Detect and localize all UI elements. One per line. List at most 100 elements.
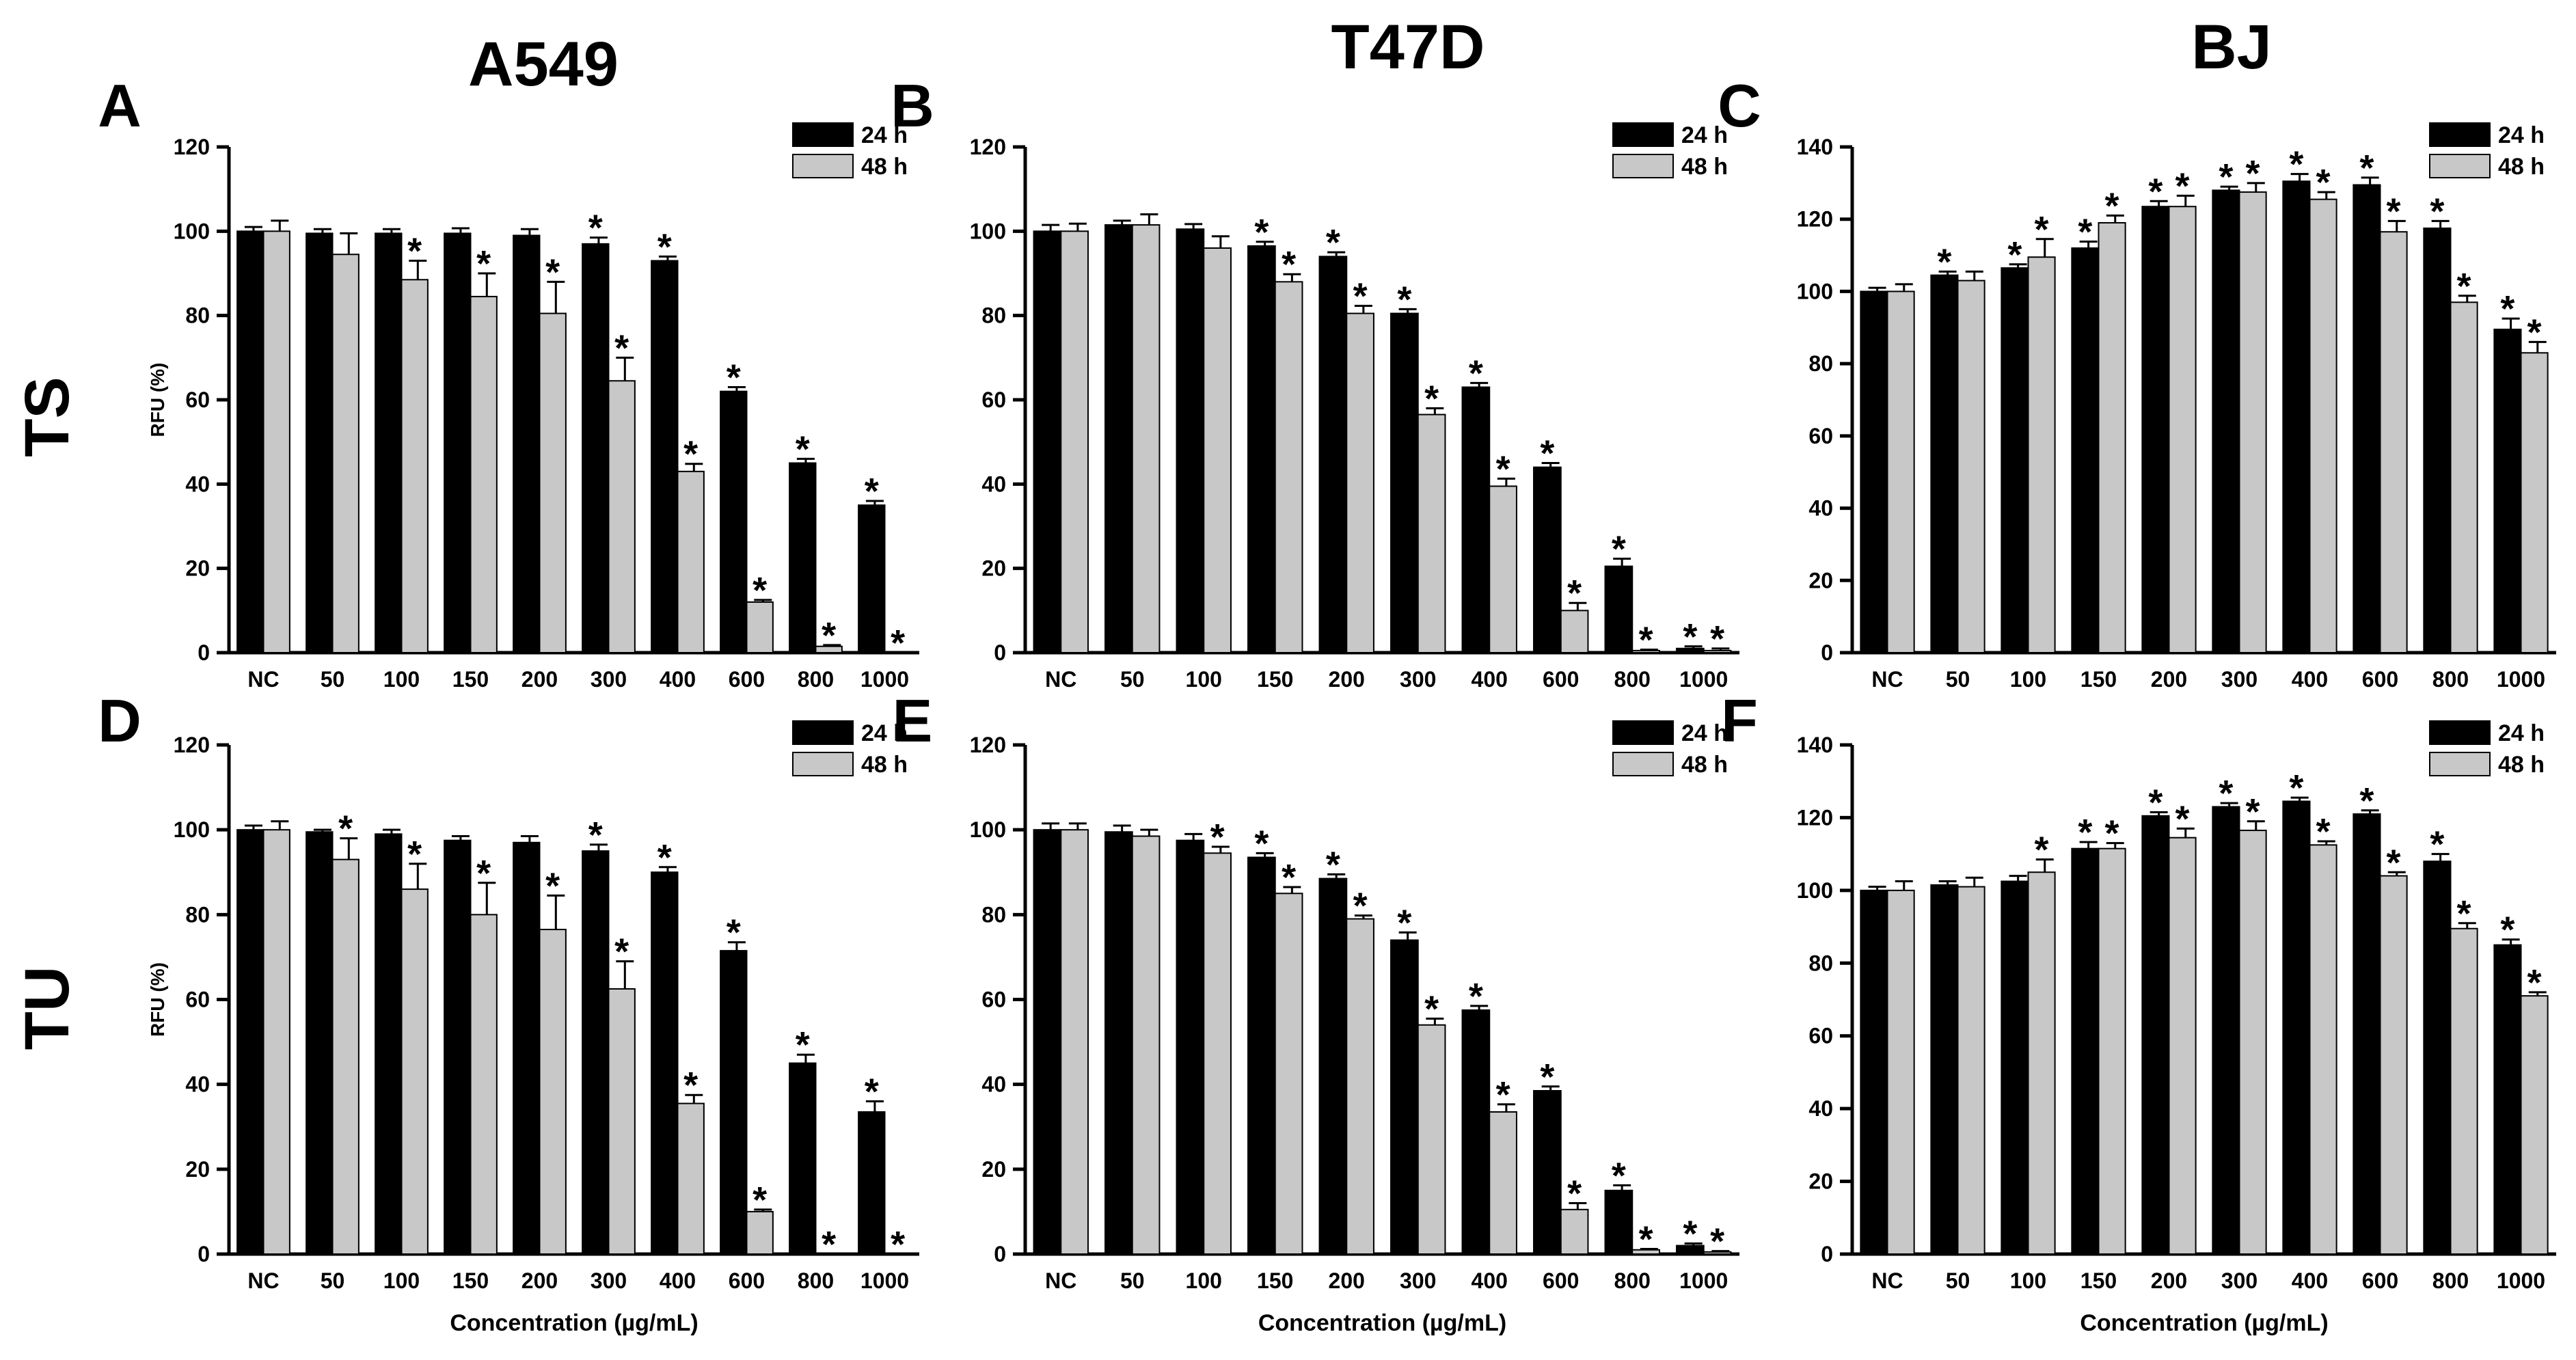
x-tick-label: NC bbox=[1871, 667, 1903, 692]
significance-star: * bbox=[2500, 910, 2514, 951]
bar-24h-600 bbox=[2353, 184, 2381, 653]
x-tick-label: 300 bbox=[2221, 1268, 2258, 1293]
x-axis-label: Concentration (µg/mL) bbox=[1258, 1310, 1506, 1336]
bar-24h-50 bbox=[306, 831, 334, 1255]
x-tick-label: 50 bbox=[1120, 667, 1145, 692]
significance-star: * bbox=[753, 570, 767, 611]
bar-48h-800 bbox=[815, 645, 843, 653]
legend-label: 24 h bbox=[1681, 122, 1728, 148]
y-tick-label: 140 bbox=[1797, 733, 1833, 757]
y-tick-label: 60 bbox=[1808, 424, 1833, 448]
bar-24h-200 bbox=[1318, 256, 1348, 654]
x-tick-label: 150 bbox=[1257, 667, 1293, 692]
bar-48h-100 bbox=[2027, 256, 2056, 653]
significance-star: * bbox=[1612, 1155, 1626, 1196]
significance-star: * bbox=[2387, 842, 2401, 883]
legend-label: 24 h bbox=[2498, 122, 2545, 148]
x-tick-label: NC bbox=[1045, 667, 1076, 692]
bar-24h-300 bbox=[582, 243, 610, 654]
x-tick-label: 600 bbox=[729, 667, 765, 692]
bar-48h-150 bbox=[1274, 281, 1303, 654]
legend-swatch bbox=[1612, 154, 1674, 178]
x-tick-label: NC bbox=[1871, 1268, 1903, 1293]
bar-48h-150 bbox=[1274, 893, 1303, 1255]
legend-label: 48 h bbox=[1681, 154, 1728, 180]
bar-24h-300 bbox=[2212, 189, 2240, 653]
y-tick-label: 40 bbox=[185, 472, 210, 496]
legend-swatch bbox=[1612, 122, 1674, 147]
column-title-bj: BJ bbox=[2191, 12, 2272, 82]
significance-star: * bbox=[1254, 212, 1269, 253]
significance-star: * bbox=[822, 615, 836, 656]
bar-48h-400 bbox=[2309, 844, 2337, 1255]
bar-24h-1000 bbox=[2493, 944, 2522, 1255]
y-tick-label: 120 bbox=[1797, 805, 1833, 830]
bar-24h-100 bbox=[2001, 267, 2029, 654]
significance-star: * bbox=[2007, 234, 2022, 275]
legend-label: 24 h bbox=[1681, 720, 1728, 746]
bar-48h-50 bbox=[1957, 886, 1985, 1255]
bar-24h-200 bbox=[2141, 206, 2170, 653]
bar-24h-150 bbox=[2071, 247, 2100, 653]
bar-48h-1000 bbox=[2520, 995, 2549, 1255]
x-tick-label: 150 bbox=[2080, 1268, 2117, 1293]
y-tick-label: 40 bbox=[1808, 1096, 1833, 1121]
significance-star: * bbox=[683, 434, 698, 475]
chart-panel-c: C 0 20 40 60 80 100 120 140 NC * 50 * * 100 * * 150 * * 200 *… bbox=[1718, 72, 2556, 692]
panel-letter-e: E bbox=[893, 687, 933, 754]
x-tick-label: 1000 bbox=[860, 1268, 909, 1293]
significance-star: * bbox=[1469, 976, 1483, 1017]
significance-star: * bbox=[476, 853, 491, 894]
significance-star: * bbox=[891, 1224, 905, 1265]
y-tick-label: 80 bbox=[1808, 351, 1833, 376]
significance-star: * bbox=[2500, 288, 2514, 329]
bar-24h-NC bbox=[236, 230, 265, 654]
significance-star: * bbox=[2219, 773, 2233, 814]
y-tick-label: 60 bbox=[185, 387, 210, 412]
bar-48h-300 bbox=[2238, 830, 2267, 1255]
chart-panel-e: E 0 20 40 60 80 100 120 NC 50 * 100 * * 150 * * 200 * * 300 *… bbox=[893, 687, 1739, 1336]
bar-48h-NC bbox=[1060, 230, 1089, 654]
significance-star: * bbox=[753, 1180, 767, 1221]
x-tick-label: 800 bbox=[1614, 1268, 1651, 1293]
bar-48h-600 bbox=[746, 601, 774, 653]
bar-48h-300 bbox=[2238, 191, 2267, 654]
significance-star: * bbox=[338, 808, 353, 849]
bar-24h-200 bbox=[513, 841, 541, 1255]
x-tick-label: 400 bbox=[2292, 667, 2328, 692]
x-tick-label: 800 bbox=[2432, 667, 2469, 692]
y-tick-label: 100 bbox=[174, 219, 210, 243]
y-axis-label: RFU (%) bbox=[147, 363, 168, 437]
bar-48h-400 bbox=[677, 470, 705, 653]
row-title-tu: TU bbox=[12, 966, 82, 1050]
bar-48h-600 bbox=[2379, 231, 2408, 653]
significance-star: * bbox=[1567, 1173, 1582, 1214]
column-title-a549: A549 bbox=[468, 29, 619, 99]
significance-star: * bbox=[2359, 148, 2374, 189]
significance-star: * bbox=[1639, 1219, 1653, 1260]
chart-panel-f: F 0 20 40 60 80 100 120 140 NC 50 * 100 * * 150 * * 200 * * 3… bbox=[1721, 687, 2556, 1336]
bar-24h-NC bbox=[1860, 290, 1888, 653]
bar-24h-1000 bbox=[858, 504, 886, 654]
significance-star: * bbox=[407, 834, 422, 875]
legend-swatch bbox=[2429, 154, 2491, 178]
significance-star: * bbox=[2175, 165, 2190, 206]
y-tick-label: 20 bbox=[1808, 568, 1833, 593]
legend-label: 24 h bbox=[861, 720, 908, 746]
chart-panel-a: A 0 20 40 60 80 100 120 NC 50 * 100 * 150 * 200 * * 300 * * 4… bbox=[98, 72, 919, 692]
significance-star: * bbox=[1567, 573, 1582, 614]
bar-48h-100 bbox=[401, 279, 429, 653]
bar-24h-NC bbox=[1033, 230, 1062, 654]
significance-star: * bbox=[1496, 448, 1510, 489]
significance-star: * bbox=[2105, 185, 2119, 226]
significance-star: * bbox=[2175, 798, 2190, 839]
bar-24h-100 bbox=[1176, 839, 1205, 1255]
bar-48h-200 bbox=[539, 312, 567, 653]
x-tick-label: 300 bbox=[591, 667, 627, 692]
significance-star: * bbox=[1710, 1221, 1724, 1262]
bar-48h-400 bbox=[677, 1102, 705, 1255]
x-tick-label: 400 bbox=[1472, 667, 1508, 692]
bar-24h-50 bbox=[306, 232, 334, 653]
x-tick-label: 200 bbox=[1329, 667, 1365, 692]
